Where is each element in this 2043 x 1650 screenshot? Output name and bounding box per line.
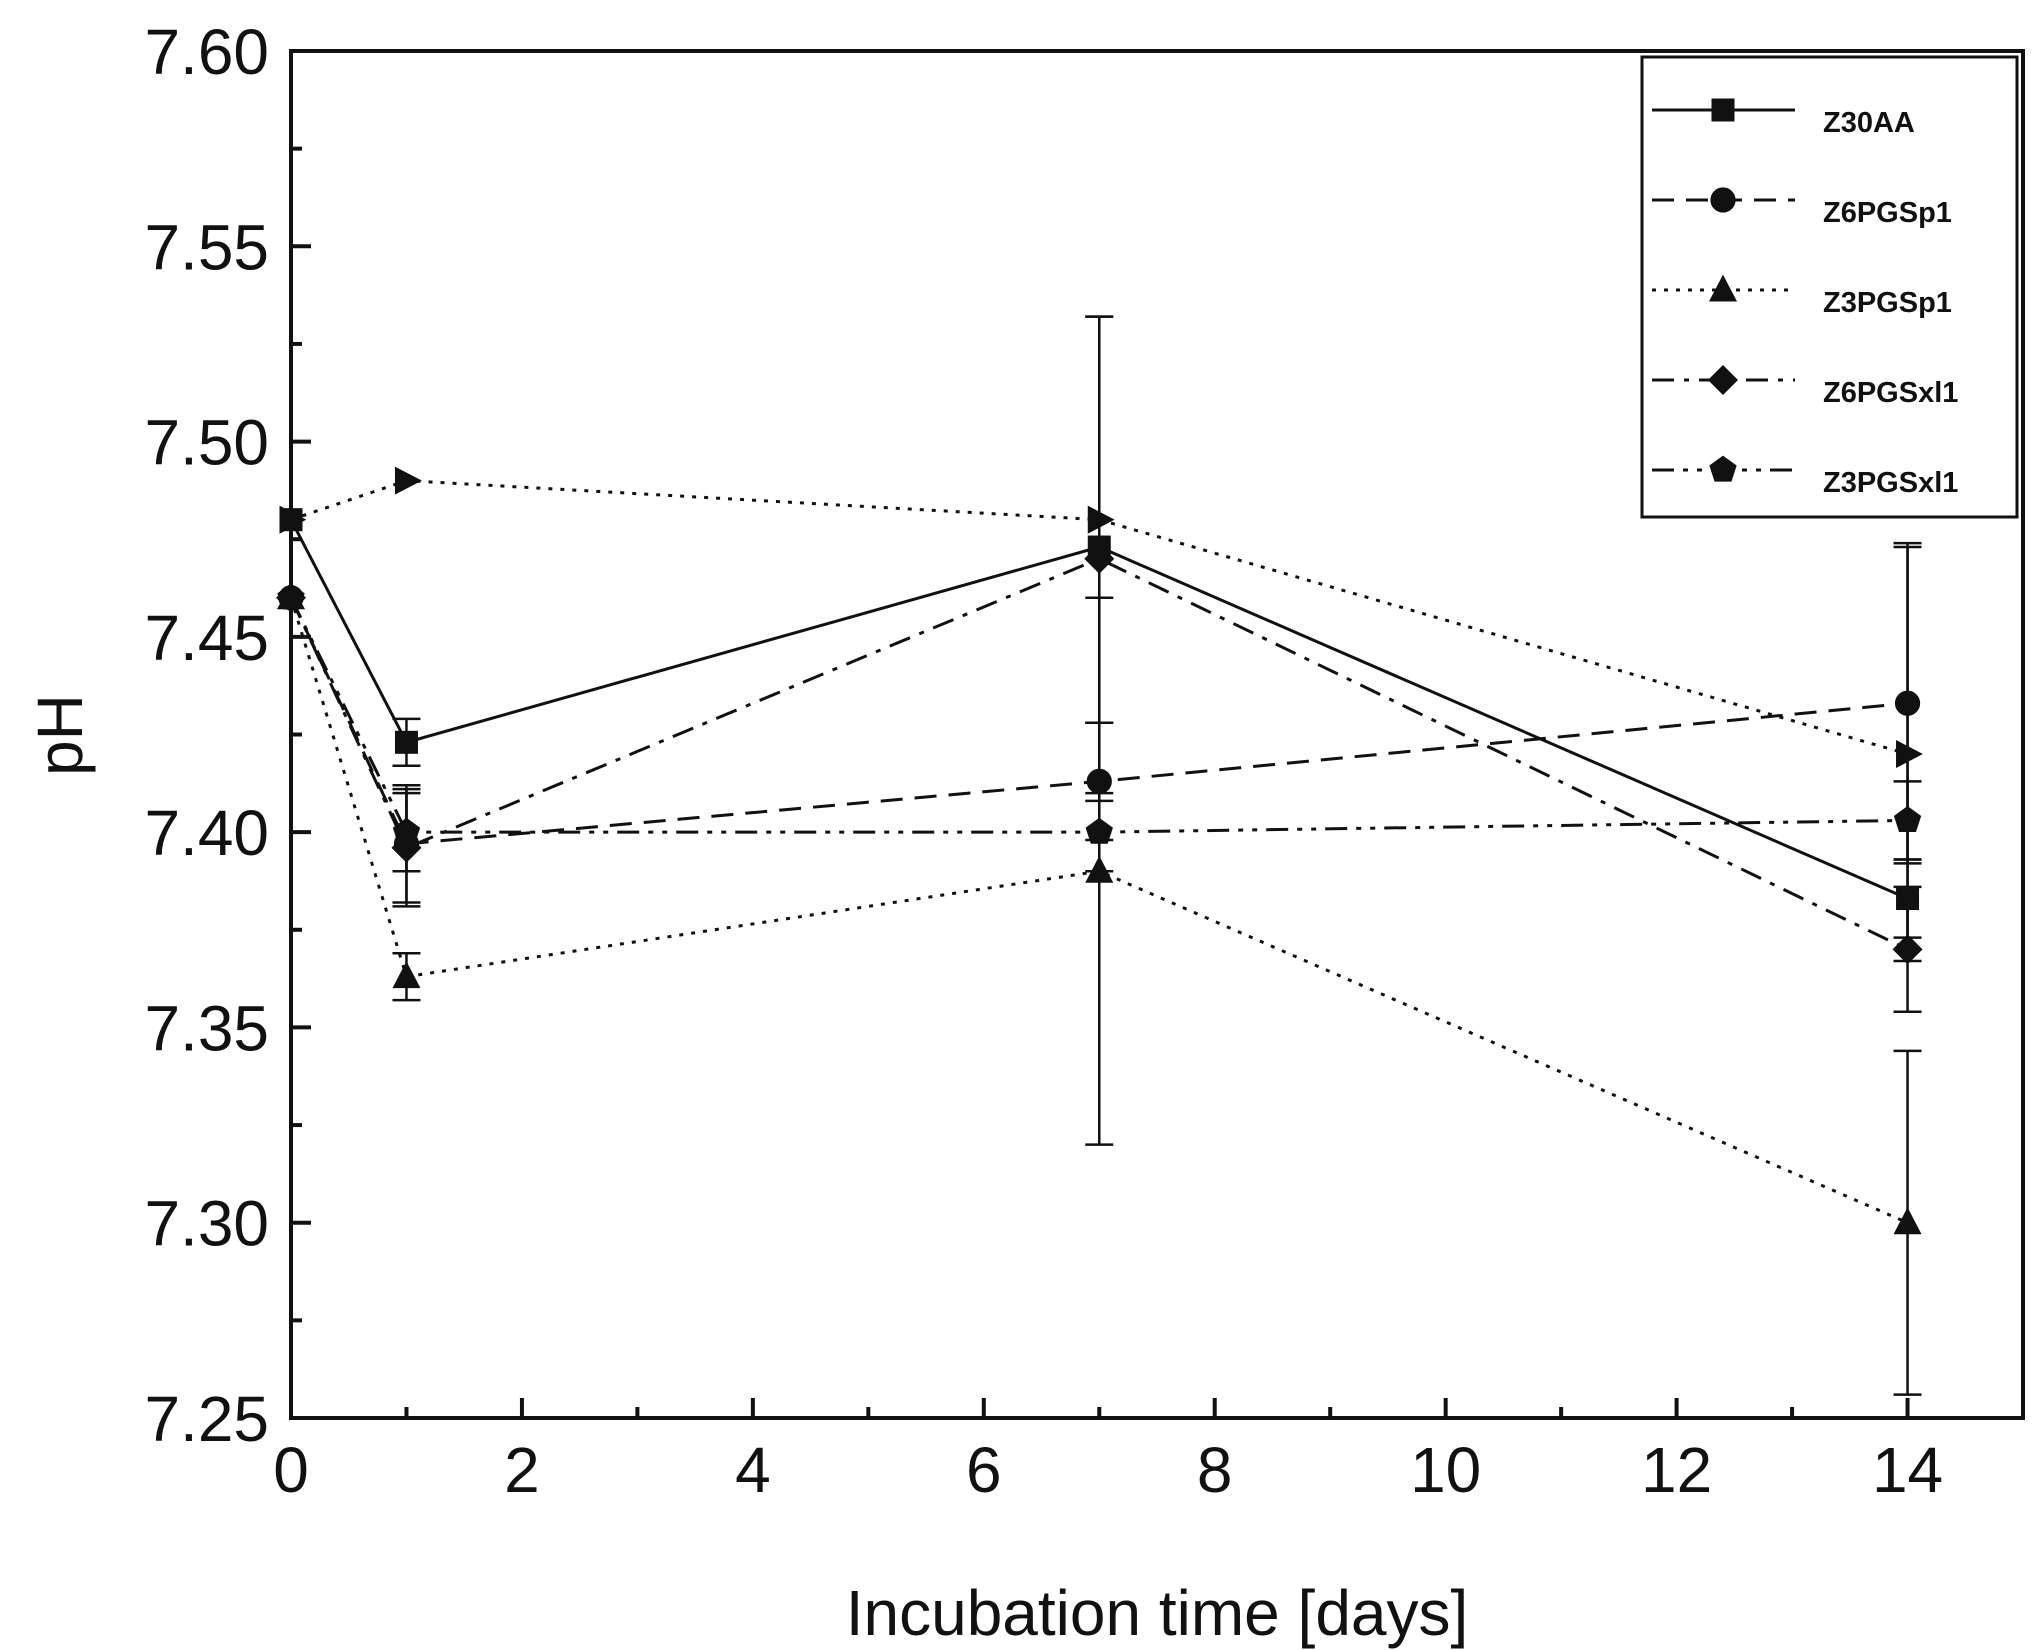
axis-ticks xyxy=(289,49,2025,1420)
data-point-unnamed xyxy=(1087,505,1115,534)
data-point-unnamed xyxy=(1896,740,1923,769)
legend-label-z6pgsp1: Z6PGSp1 xyxy=(1823,197,1952,229)
y-tick-labels: 7.25 7.30 7.35 7.40 7.45 7.50 7.55 7.60 xyxy=(144,16,269,1455)
x-tick-label: 14 xyxy=(1872,1434,1943,1506)
series-line-z6pgsp1 xyxy=(289,597,1908,846)
legend-marker-z6pgsxl1 xyxy=(1707,364,1739,396)
series-line-z30aa xyxy=(289,518,1909,900)
data-markers xyxy=(275,466,1923,1235)
data-point-z3pgsp1 xyxy=(392,961,421,989)
data-point-z3pgsxl1 xyxy=(277,583,305,610)
legend-label-z3pgsp1: Z3PGSp1 xyxy=(1823,287,1952,319)
legend-marker-z3pgsp1 xyxy=(1708,274,1738,302)
x-tick-label: 12 xyxy=(1641,1434,1712,1506)
x-tick-label: 0 xyxy=(273,1434,309,1506)
legend-label-z6pgsxl1: Z6PGSxl1 xyxy=(1823,377,1958,409)
y-tick-label: 7.30 xyxy=(144,1188,269,1260)
data-point-z6pgsxl1 xyxy=(1084,543,1115,574)
y-tick-label: 7.35 xyxy=(144,992,269,1064)
legend-marker-z30aa xyxy=(1711,98,1735,122)
legend-marker-z6pgsp1 xyxy=(1710,187,1736,213)
data-point-z3pgsxl1 xyxy=(392,817,421,844)
x-tick-label: 6 xyxy=(966,1434,1002,1506)
x-tick-label: 4 xyxy=(735,1434,771,1506)
data-point-z3pgsxl1 xyxy=(1085,817,1113,844)
series-line-z3pgsxl1 xyxy=(289,597,1908,834)
series-lines xyxy=(289,479,1909,1225)
y-tick-label: 7.60 xyxy=(144,16,269,88)
data-point-unnamed xyxy=(394,466,422,495)
y-tick-label: 7.25 xyxy=(144,1383,269,1455)
legend-marker-z3pgsxl1 xyxy=(1709,455,1737,482)
series-line-unnamed xyxy=(290,479,1908,756)
data-point-z3pgsp1 xyxy=(1893,1207,1922,1235)
x-axis-title: Incubation time [days] xyxy=(846,1577,1469,1649)
series-line-z3pgsp1 xyxy=(289,597,1909,1225)
data-point-z6pgsxl1 xyxy=(1892,934,1923,965)
data-point-z30aa xyxy=(1896,887,1920,911)
data-point-z6pgsp1 xyxy=(1894,690,1921,716)
y-tick-label: 7.55 xyxy=(144,211,269,283)
x-tick-label: 8 xyxy=(1197,1434,1233,1506)
legend: Z30AA Z6PGSp1 Z3PGSp1 Z6PGSxl1 Z3PGSxl1 xyxy=(1640,55,2019,519)
y-tick-label: 7.40 xyxy=(144,797,269,869)
legend-label-z30aa: Z30AA xyxy=(1823,107,1915,139)
legend-label-z3pgsxl1: Z3PGSxl1 xyxy=(1823,467,1958,499)
x-tick-labels: 0 2 4 6 8 10 12 14 xyxy=(273,1434,1943,1506)
series-line-z6pgsxl1 xyxy=(289,557,1909,951)
y-axis-title: pH xyxy=(24,694,96,776)
x-tick-label: 2 xyxy=(504,1434,540,1506)
y-tick-label: 7.45 xyxy=(144,602,269,674)
data-point-unnamed xyxy=(279,505,307,534)
data-point-z6pgsp1 xyxy=(1086,768,1112,794)
data-point-z3pgsp1 xyxy=(1085,855,1114,883)
y-tick-label: 7.50 xyxy=(144,407,269,479)
data-point-z3pgsxl1 xyxy=(1893,806,1922,833)
legend-box xyxy=(1640,55,2019,519)
x-tick-label: 10 xyxy=(1410,1434,1481,1506)
data-point-z30aa xyxy=(394,730,418,754)
